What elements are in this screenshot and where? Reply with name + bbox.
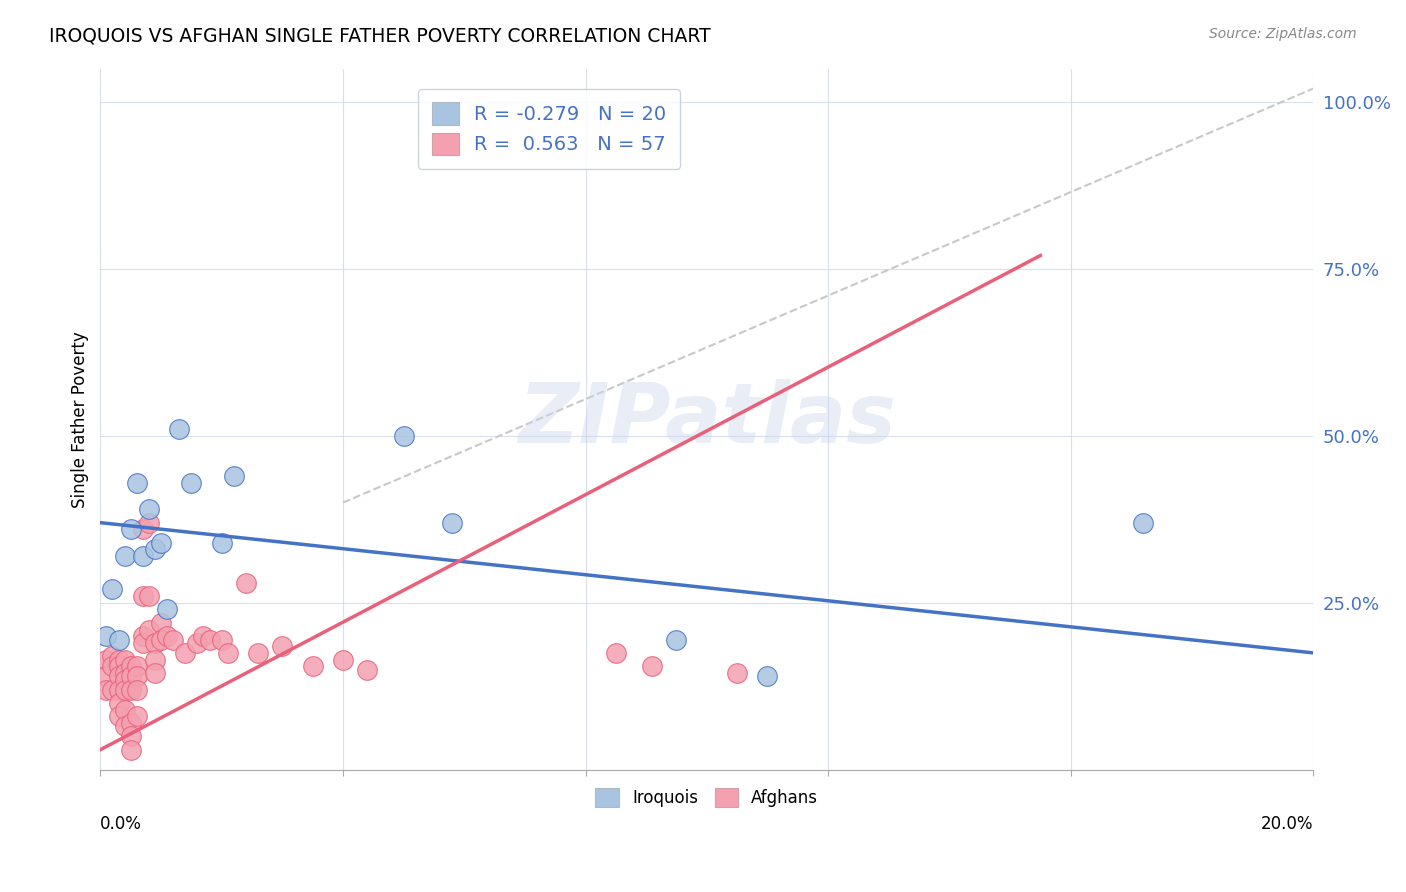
- Point: [156, 629, 179, 643]
- Point: [198, 632, 221, 647]
- Point: [101, 582, 124, 597]
- Point: [114, 673, 136, 687]
- Y-axis label: Single Father Poverty: Single Father Poverty: [72, 331, 89, 508]
- Point: [235, 575, 257, 590]
- Point: [96, 682, 118, 697]
- Point: [114, 652, 136, 666]
- Point: [332, 652, 354, 666]
- Point: [143, 665, 166, 680]
- Point: [174, 646, 197, 660]
- Point: [125, 682, 148, 697]
- Point: [132, 629, 155, 643]
- Point: [138, 502, 160, 516]
- Text: Source: ZipAtlas.com: Source: ZipAtlas.com: [1209, 27, 1357, 41]
- Point: [114, 665, 136, 680]
- Point: [180, 475, 202, 490]
- Point: [125, 659, 148, 673]
- Point: [101, 649, 124, 664]
- Point: [392, 429, 415, 443]
- Point: [114, 682, 136, 697]
- Point: [167, 422, 190, 436]
- Point: [162, 632, 184, 647]
- Point: [107, 632, 129, 647]
- Point: [186, 636, 208, 650]
- Point: [125, 475, 148, 490]
- Point: [143, 652, 166, 666]
- Point: [247, 646, 270, 660]
- Point: [132, 636, 155, 650]
- Point: [138, 516, 160, 530]
- Point: [101, 682, 124, 697]
- Point: [96, 652, 118, 666]
- Point: [114, 549, 136, 563]
- Point: [120, 716, 142, 731]
- Point: [132, 589, 155, 603]
- Point: [107, 652, 129, 666]
- Point: [138, 589, 160, 603]
- Point: [114, 703, 136, 717]
- Point: [96, 669, 118, 683]
- Point: [143, 636, 166, 650]
- Point: [107, 669, 129, 683]
- Point: [725, 665, 748, 680]
- Point: [217, 646, 239, 660]
- Point: [211, 535, 233, 549]
- Point: [125, 669, 148, 683]
- Point: [138, 623, 160, 637]
- Point: [107, 682, 129, 697]
- Point: [150, 615, 173, 630]
- Point: [120, 730, 142, 744]
- Text: IROQUOIS VS AFGHAN SINGLE FATHER POVERTY CORRELATION CHART: IROQUOIS VS AFGHAN SINGLE FATHER POVERTY…: [49, 27, 711, 45]
- Point: [193, 629, 215, 643]
- Text: 20.0%: 20.0%: [1261, 815, 1313, 833]
- Point: [156, 602, 179, 616]
- Point: [132, 522, 155, 536]
- Point: [665, 632, 688, 647]
- Point: [301, 659, 323, 673]
- Point: [114, 719, 136, 733]
- Point: [107, 659, 129, 673]
- Point: [107, 696, 129, 710]
- Point: [605, 646, 627, 660]
- Point: [101, 659, 124, 673]
- Point: [125, 709, 148, 723]
- Point: [150, 632, 173, 647]
- Point: [441, 516, 464, 530]
- Point: [150, 535, 173, 549]
- Text: ZIPatlas: ZIPatlas: [517, 378, 896, 459]
- Point: [1132, 516, 1154, 530]
- Point: [120, 659, 142, 673]
- Point: [120, 682, 142, 697]
- Point: [756, 669, 779, 683]
- Point: [120, 742, 142, 756]
- Point: [211, 632, 233, 647]
- Point: [96, 629, 118, 643]
- Point: [641, 659, 664, 673]
- Point: [143, 542, 166, 557]
- Point: [271, 639, 294, 653]
- Point: [107, 709, 129, 723]
- Point: [132, 549, 155, 563]
- Point: [120, 669, 142, 683]
- Point: [222, 469, 245, 483]
- Point: [120, 522, 142, 536]
- Text: 0.0%: 0.0%: [100, 815, 142, 833]
- Legend: Iroquois, Afghans: Iroquois, Afghans: [589, 781, 825, 814]
- Point: [356, 663, 378, 677]
